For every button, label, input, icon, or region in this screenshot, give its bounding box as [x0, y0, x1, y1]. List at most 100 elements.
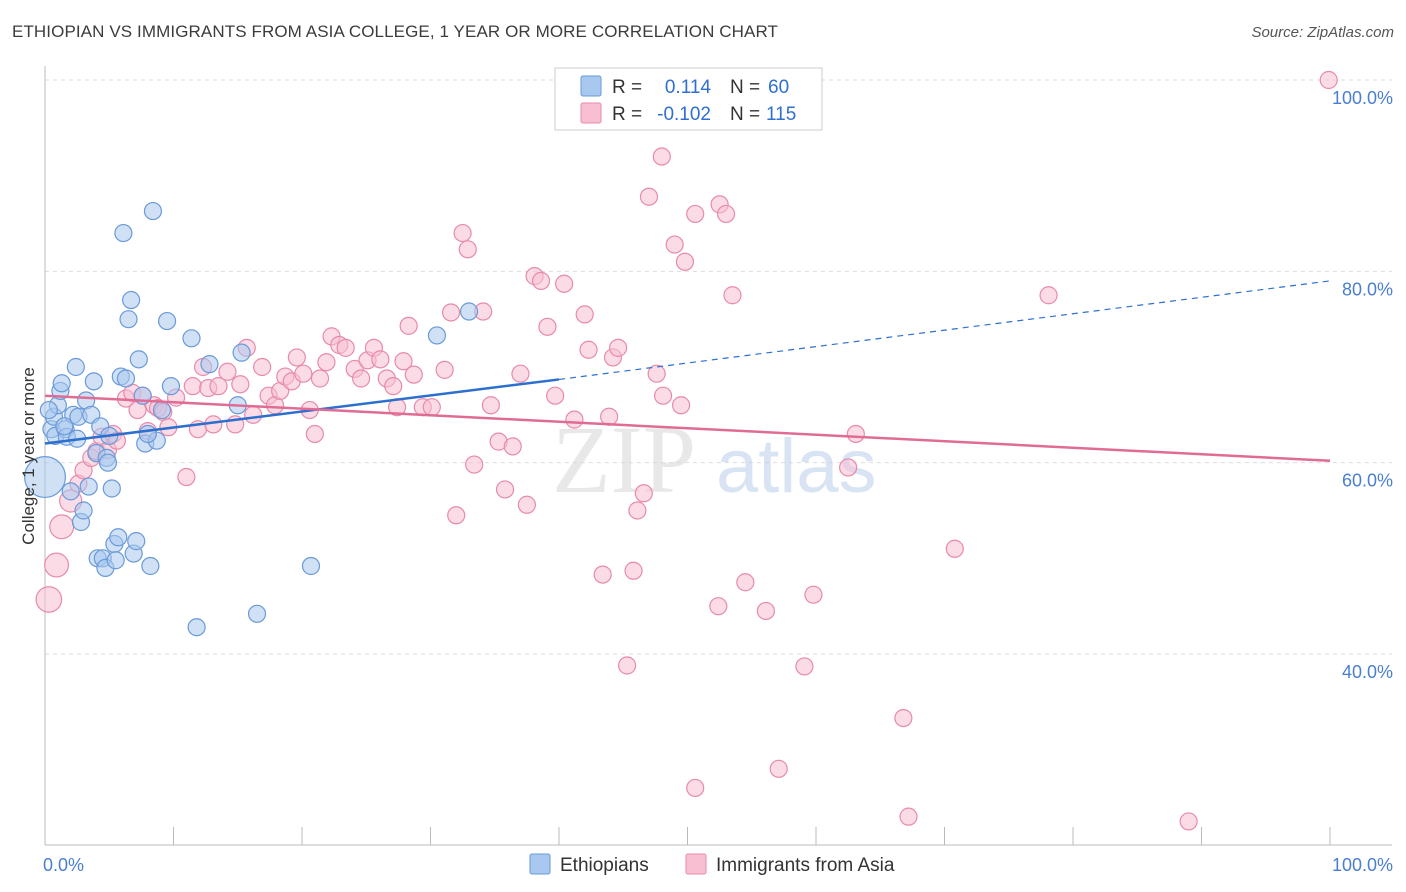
data-point [394, 352, 413, 371]
data-point [138, 424, 157, 444]
data-point [804, 585, 823, 604]
data-point [399, 316, 418, 335]
x-tick-label: 100.0% [1332, 855, 1393, 875]
data-point [109, 528, 128, 547]
data-point [200, 355, 219, 374]
data-point [1039, 286, 1058, 305]
data-point [465, 455, 484, 474]
correlation-legend: R = 0.114 N = 60 R = -0.102 N = 115 [554, 67, 823, 131]
data-point [371, 350, 390, 369]
data-point [846, 424, 865, 444]
series-legend-label-ethiopians: Ethiopians [560, 855, 649, 876]
data-point [404, 365, 423, 384]
data-point [84, 372, 103, 391]
data-point [253, 357, 272, 377]
data-point [945, 539, 964, 558]
data-point [653, 386, 673, 405]
data-point [647, 364, 666, 383]
series-legend-swatch-ethiopians [529, 853, 551, 875]
data-point [336, 338, 355, 357]
data-point [495, 480, 515, 499]
data-point [839, 458, 858, 477]
data-point [756, 601, 775, 621]
data-point [618, 656, 637, 675]
legend-r-value-1: 0.114 [665, 77, 712, 98]
data-point [600, 407, 619, 426]
chart-source: Source: ZipAtlas.com [1251, 24, 1394, 41]
legend-r-label-1: R = [612, 77, 642, 98]
data-point [294, 364, 313, 383]
data-point [546, 386, 565, 405]
data-point [675, 252, 695, 271]
data-point [143, 201, 163, 221]
data-point [231, 375, 250, 394]
immigrants-trend-line [44, 394, 1331, 463]
data-point [35, 586, 63, 613]
data-point [218, 362, 237, 381]
data-point [769, 759, 788, 778]
data-point [459, 302, 479, 321]
data-point [671, 396, 691, 415]
data-point [538, 317, 557, 336]
data-point [686, 778, 705, 798]
data-point [98, 453, 118, 472]
data-point [317, 353, 336, 372]
data-point [44, 552, 70, 578]
data-point [481, 396, 500, 415]
data-point [458, 240, 477, 259]
legend-swatch-pink [580, 102, 602, 124]
data-point [305, 424, 324, 444]
data-point [517, 495, 536, 514]
data-point [795, 657, 814, 676]
data-point [575, 305, 594, 324]
data-point [435, 360, 454, 379]
data-point [511, 364, 530, 383]
data-point [244, 405, 263, 424]
y-tick-label: 80.0% [1342, 279, 1393, 299]
data-point [74, 501, 93, 520]
data-point [716, 204, 736, 224]
data-point [447, 506, 466, 525]
data-point [352, 369, 371, 388]
legend-n-value-2: 115 [766, 104, 796, 125]
data-point [187, 618, 206, 637]
y-axis-label: College, 1 year or more [19, 367, 38, 545]
data-point [121, 290, 141, 310]
data-point [736, 573, 755, 592]
data-point [232, 343, 251, 362]
data-point [55, 417, 74, 436]
y-tick-labels: 40.0% 60.0% 80.0% 100.0% [1332, 88, 1393, 682]
chart-title: ETHIOPIAN VS IMMIGRANTS FROM ASIA COLLEG… [12, 22, 779, 41]
gridlines [45, 79, 1392, 655]
data-point [894, 708, 913, 728]
data-point [723, 286, 742, 305]
data-point [301, 556, 321, 576]
data-point [161, 377, 181, 396]
data-point [152, 400, 172, 420]
data-point [116, 369, 136, 388]
x-tick-label: 0.0% [43, 855, 84, 875]
data-point [639, 187, 659, 206]
zipatlas-watermark: ZIP atlas [552, 406, 877, 513]
data-point [555, 274, 574, 293]
data-point [384, 377, 403, 396]
data-point [565, 410, 584, 429]
data-point [310, 369, 330, 388]
data-point [102, 479, 121, 498]
data-point [609, 338, 628, 357]
axes [44, 66, 1392, 846]
data-point [129, 350, 148, 369]
legend-r-value-2: -0.102 [657, 104, 711, 125]
data-point [531, 271, 551, 290]
data-point [287, 348, 306, 367]
legend-n-value-1: 60 [768, 77, 789, 98]
x-tick-labels: 0.0% 100.0% [43, 855, 1393, 875]
ethiopians-trend-line [44, 378, 560, 445]
y-tick-label: 100.0% [1332, 88, 1393, 108]
data-point [899, 807, 918, 826]
series-legend-label-immigrants: Immigrants from Asia [716, 855, 895, 876]
data-point [182, 329, 201, 348]
data-point [141, 556, 160, 576]
data-point [427, 326, 447, 345]
